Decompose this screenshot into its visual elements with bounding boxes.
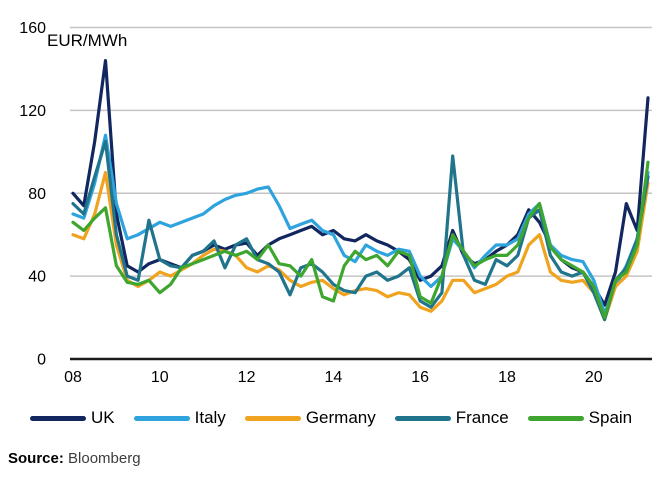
- line-chart-canvas: 0 40 80 120 160 08 10 12 14 16 18 20 EUR/MWh: [19, 20, 652, 386]
- y-tick-label: 120: [19, 103, 46, 120]
- x-tick-label: 20: [585, 369, 603, 386]
- series-line-uk: [71, 58, 650, 307]
- y-tick-label: 80: [28, 186, 46, 203]
- legend-swatch-germany: [244, 415, 301, 421]
- series-line-italy: [71, 133, 650, 315]
- legend-item-uk: UK: [30, 408, 115, 428]
- x-tick-label: 16: [411, 369, 429, 386]
- y-tick-label: 0: [37, 352, 46, 369]
- legend-swatch-italy: [133, 415, 190, 421]
- series-line-france: [71, 139, 650, 322]
- legend-label-spain: Spain: [588, 408, 633, 427]
- legend-item-spain: Spain: [527, 408, 633, 428]
- series-line-spain: [71, 160, 650, 320]
- legend-swatch-uk: [30, 415, 86, 421]
- legend-item-italy: Italy: [133, 408, 226, 428]
- x-tick-label: 08: [64, 369, 82, 386]
- legend-swatch-france: [394, 415, 451, 421]
- axis-labels: 0 40 80 120 160 08 10 12 14 16 18 20: [19, 20, 602, 386]
- source-label: Source:: [8, 450, 64, 467]
- x-tick-label: 10: [151, 369, 169, 386]
- x-tick-label: 18: [498, 369, 516, 386]
- legend-label-germany: Germany: [305, 408, 376, 427]
- x-tick-label: 12: [238, 369, 256, 386]
- y-axis-unit-label: EUR/MWh: [47, 31, 127, 50]
- price-chart: 0 40 80 120 160 08 10 12 14 16 18 20 EUR/MWh: [19, 20, 652, 386]
- legend-label-italy: Italy: [194, 408, 226, 427]
- legend-swatch-spain: [527, 415, 584, 421]
- series-lines: [71, 58, 650, 322]
- gridlines: [70, 26, 652, 361]
- y-tick-label: 40: [28, 269, 46, 286]
- chart-legend: UK Italy Germany France Spain: [30, 408, 672, 428]
- y-tick-label: 160: [19, 20, 46, 37]
- series-line-germany: [71, 170, 650, 322]
- legend-item-france: France: [394, 408, 509, 428]
- x-tick-label: 14: [324, 369, 342, 386]
- legend-label-france: France: [455, 408, 509, 427]
- source-note: Source: Bloomberg: [8, 450, 672, 467]
- legend-item-germany: Germany: [244, 408, 376, 428]
- legend-label-uk: UK: [91, 408, 115, 427]
- source-value: Bloomberg: [68, 450, 141, 467]
